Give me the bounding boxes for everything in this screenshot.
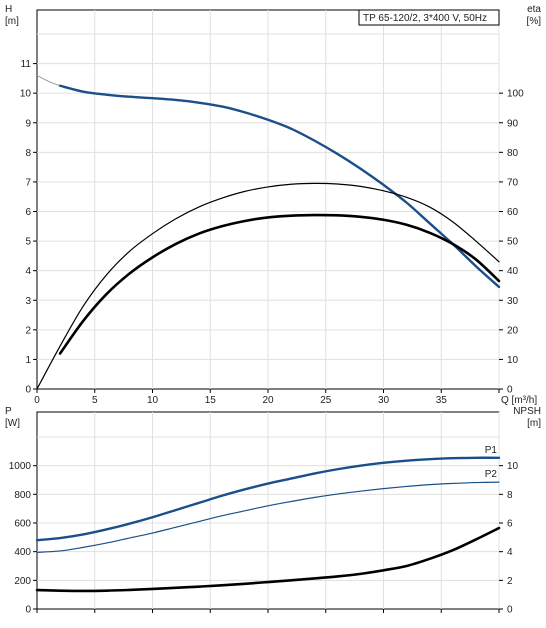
top-chart-x-tick-label: 30 (378, 395, 390, 406)
chart-title: TP 65-120/2, 3*400 V, 50Hz (363, 13, 487, 24)
bottom-chart-left-tick-label: 400 (14, 547, 31, 558)
top-chart-left-tick-label: 9 (25, 118, 31, 129)
top-chart-left-tick-label: 1 (25, 355, 31, 366)
bottom-chart-left-tick-label: 1000 (9, 461, 32, 472)
top-chart-x-tick-label: 20 (262, 395, 274, 406)
top-chart-right-tick-label: 80 (507, 148, 519, 159)
bottom-chart-right-axis-label: NPSH (513, 406, 541, 417)
top-chart-left-tick-label: 0 (25, 385, 31, 396)
top-chart-x-tick-label: 5 (92, 395, 98, 406)
top-chart-series-2-line (36, 182, 500, 390)
top-chart-right-tick-label: 70 (507, 177, 519, 188)
bottom-chart-series-0-line (35, 456, 501, 542)
bottom-chart-left-axis-unit: [W] (5, 418, 20, 429)
top-chart-x-tick-label: 15 (205, 395, 217, 406)
bottom-chart-right-tick-label: 8 (507, 490, 513, 501)
top-chart-left-tick-label: 7 (25, 177, 31, 188)
top-chart-series-1-line (58, 84, 501, 289)
top-chart-series-0-line (36, 75, 61, 87)
bottom-chart-left-tick-label: 800 (14, 490, 31, 501)
top-chart-x-tick-label: 25 (320, 395, 332, 406)
top-chart-right-tick-label: 20 (507, 325, 519, 336)
top-chart-left-axis-label: H (5, 4, 12, 15)
top-chart-right-tick-label: 50 (507, 237, 519, 248)
top-chart-left-tick-label: 5 (25, 237, 31, 248)
top-chart-x-tick-label: 35 (436, 395, 448, 406)
top-chart-left-tick-label: 6 (25, 207, 31, 218)
top-chart-right-axis-unit: [%] (527, 16, 542, 27)
top-chart-left-tick-label: 11 (21, 59, 32, 70)
top-chart-left-tick-label: 4 (25, 266, 31, 277)
top-chart-right-axis-label: eta (527, 4, 541, 15)
bottom-chart-series-1-line (36, 481, 500, 553)
top-chart-right-tick-label: 60 (507, 207, 519, 218)
bottom-chart-left-tick-label: 600 (14, 519, 31, 530)
bottom-chart-series-label-p2: P2 (485, 469, 498, 480)
top-chart-right-tick-label: 0 (507, 385, 513, 396)
top-chart-series-3-line (58, 213, 501, 355)
bottom-chart-right-tick-label: 6 (507, 519, 513, 530)
bottom-chart-left-tick-label: 200 (14, 576, 31, 587)
top-chart-left-tick-label: 10 (20, 89, 32, 100)
bottom-chart-series-label-p1: P1 (485, 445, 498, 456)
top-chart-right-tick-label: 10 (507, 355, 519, 366)
title-box (358, 9, 500, 26)
top-chart-right-tick-label: 40 (507, 266, 519, 277)
top-chart-left-axis-unit: [m] (5, 16, 19, 27)
top-chart-right-tick-label: 100 (507, 89, 524, 100)
top-chart-left-tick-label: 2 (25, 325, 31, 336)
bottom-chart-right-tick-label: 10 (507, 461, 519, 472)
bottom-chart-right-tick-label: 4 (507, 547, 513, 558)
bottom-chart-left-axis-label: P (5, 406, 12, 417)
bottom-chart-right-tick-label: 2 (507, 576, 513, 587)
top-chart-right-tick-label: 90 (507, 118, 519, 129)
top-chart-x-axis-label: Q [m³/h] (501, 395, 537, 406)
bottom-chart-right-axis-unit: [m] (527, 418, 541, 429)
top-chart-x-tick-label: 10 (147, 395, 159, 406)
bottom-chart-left-tick-label: 0 (25, 605, 31, 616)
top-chart-left-tick-label: 3 (25, 296, 31, 307)
top-chart-x-tick-label: 0 (34, 395, 40, 406)
top-chart-left-tick-label: 8 (25, 148, 31, 159)
bottom-chart-series-2-line (35, 526, 501, 593)
bottom-chart-right-tick-label: 0 (507, 605, 513, 616)
top-chart-right-tick-label: 30 (507, 296, 519, 307)
